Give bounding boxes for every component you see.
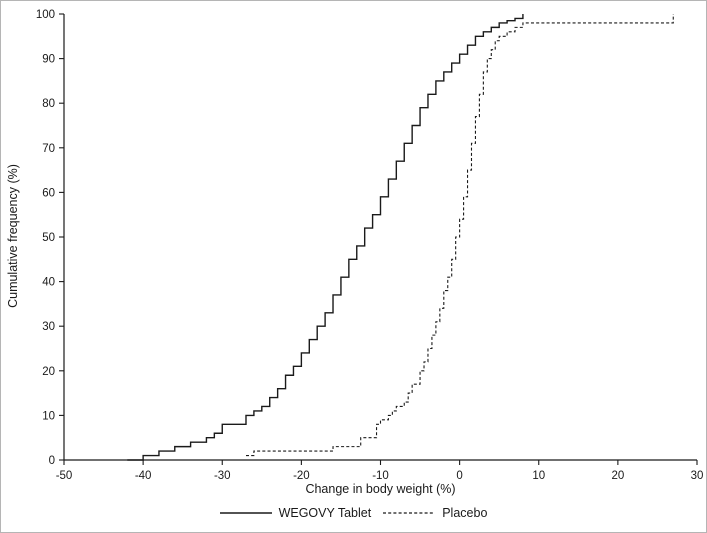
x-tick-label: 20 (611, 470, 624, 482)
dashed-line-icon (383, 512, 436, 514)
x-tick-label: -50 (56, 470, 73, 482)
x-tick-label: 30 (691, 470, 704, 482)
y-tick-label: 80 (42, 98, 55, 110)
x-tick-label: 0 (456, 470, 462, 482)
legend-item-wegovy: WEGOVY Tablet (219, 506, 372, 520)
y-tick-label: 50 (42, 232, 55, 244)
legend: WEGOVY Tablet Placebo (1, 506, 706, 520)
legend-label-wegovy: WEGOVY Tablet (278, 506, 372, 520)
y-tick-label: 100 (36, 9, 55, 21)
y-axis-label: Cumulative frequency (%) (6, 164, 20, 308)
y-tick-label: 30 (42, 321, 55, 333)
y-tick-label: 70 (42, 143, 55, 155)
x-tick-label: 10 (532, 470, 545, 482)
series-line-wegovy-tablet (127, 14, 524, 461)
legend-label-placebo: Placebo (442, 506, 488, 520)
y-tick-label: 40 (42, 277, 55, 289)
y-tick-label: 0 (49, 455, 55, 467)
x-axis-label: Change in body weight (%) (305, 482, 456, 496)
x-tick-label: -20 (293, 470, 310, 482)
x-tick-label: -40 (135, 470, 152, 482)
y-tick-label: 60 (42, 187, 55, 199)
series-line-placebo (245, 14, 674, 457)
y-tick-label: 20 (42, 366, 55, 378)
y-tick-label: 90 (42, 54, 55, 66)
x-tick-label: -10 (372, 470, 389, 482)
solid-line-icon (219, 512, 272, 514)
legend-item-placebo: Placebo (383, 506, 487, 520)
y-tick-label: 10 (42, 410, 55, 422)
plot-svg: -50 -40 -30 -20 -10 0 10 20 30 0 10 20 30 40 50 60 70 80 9… (36, 9, 704, 482)
x-tick-label: -30 (214, 470, 231, 482)
